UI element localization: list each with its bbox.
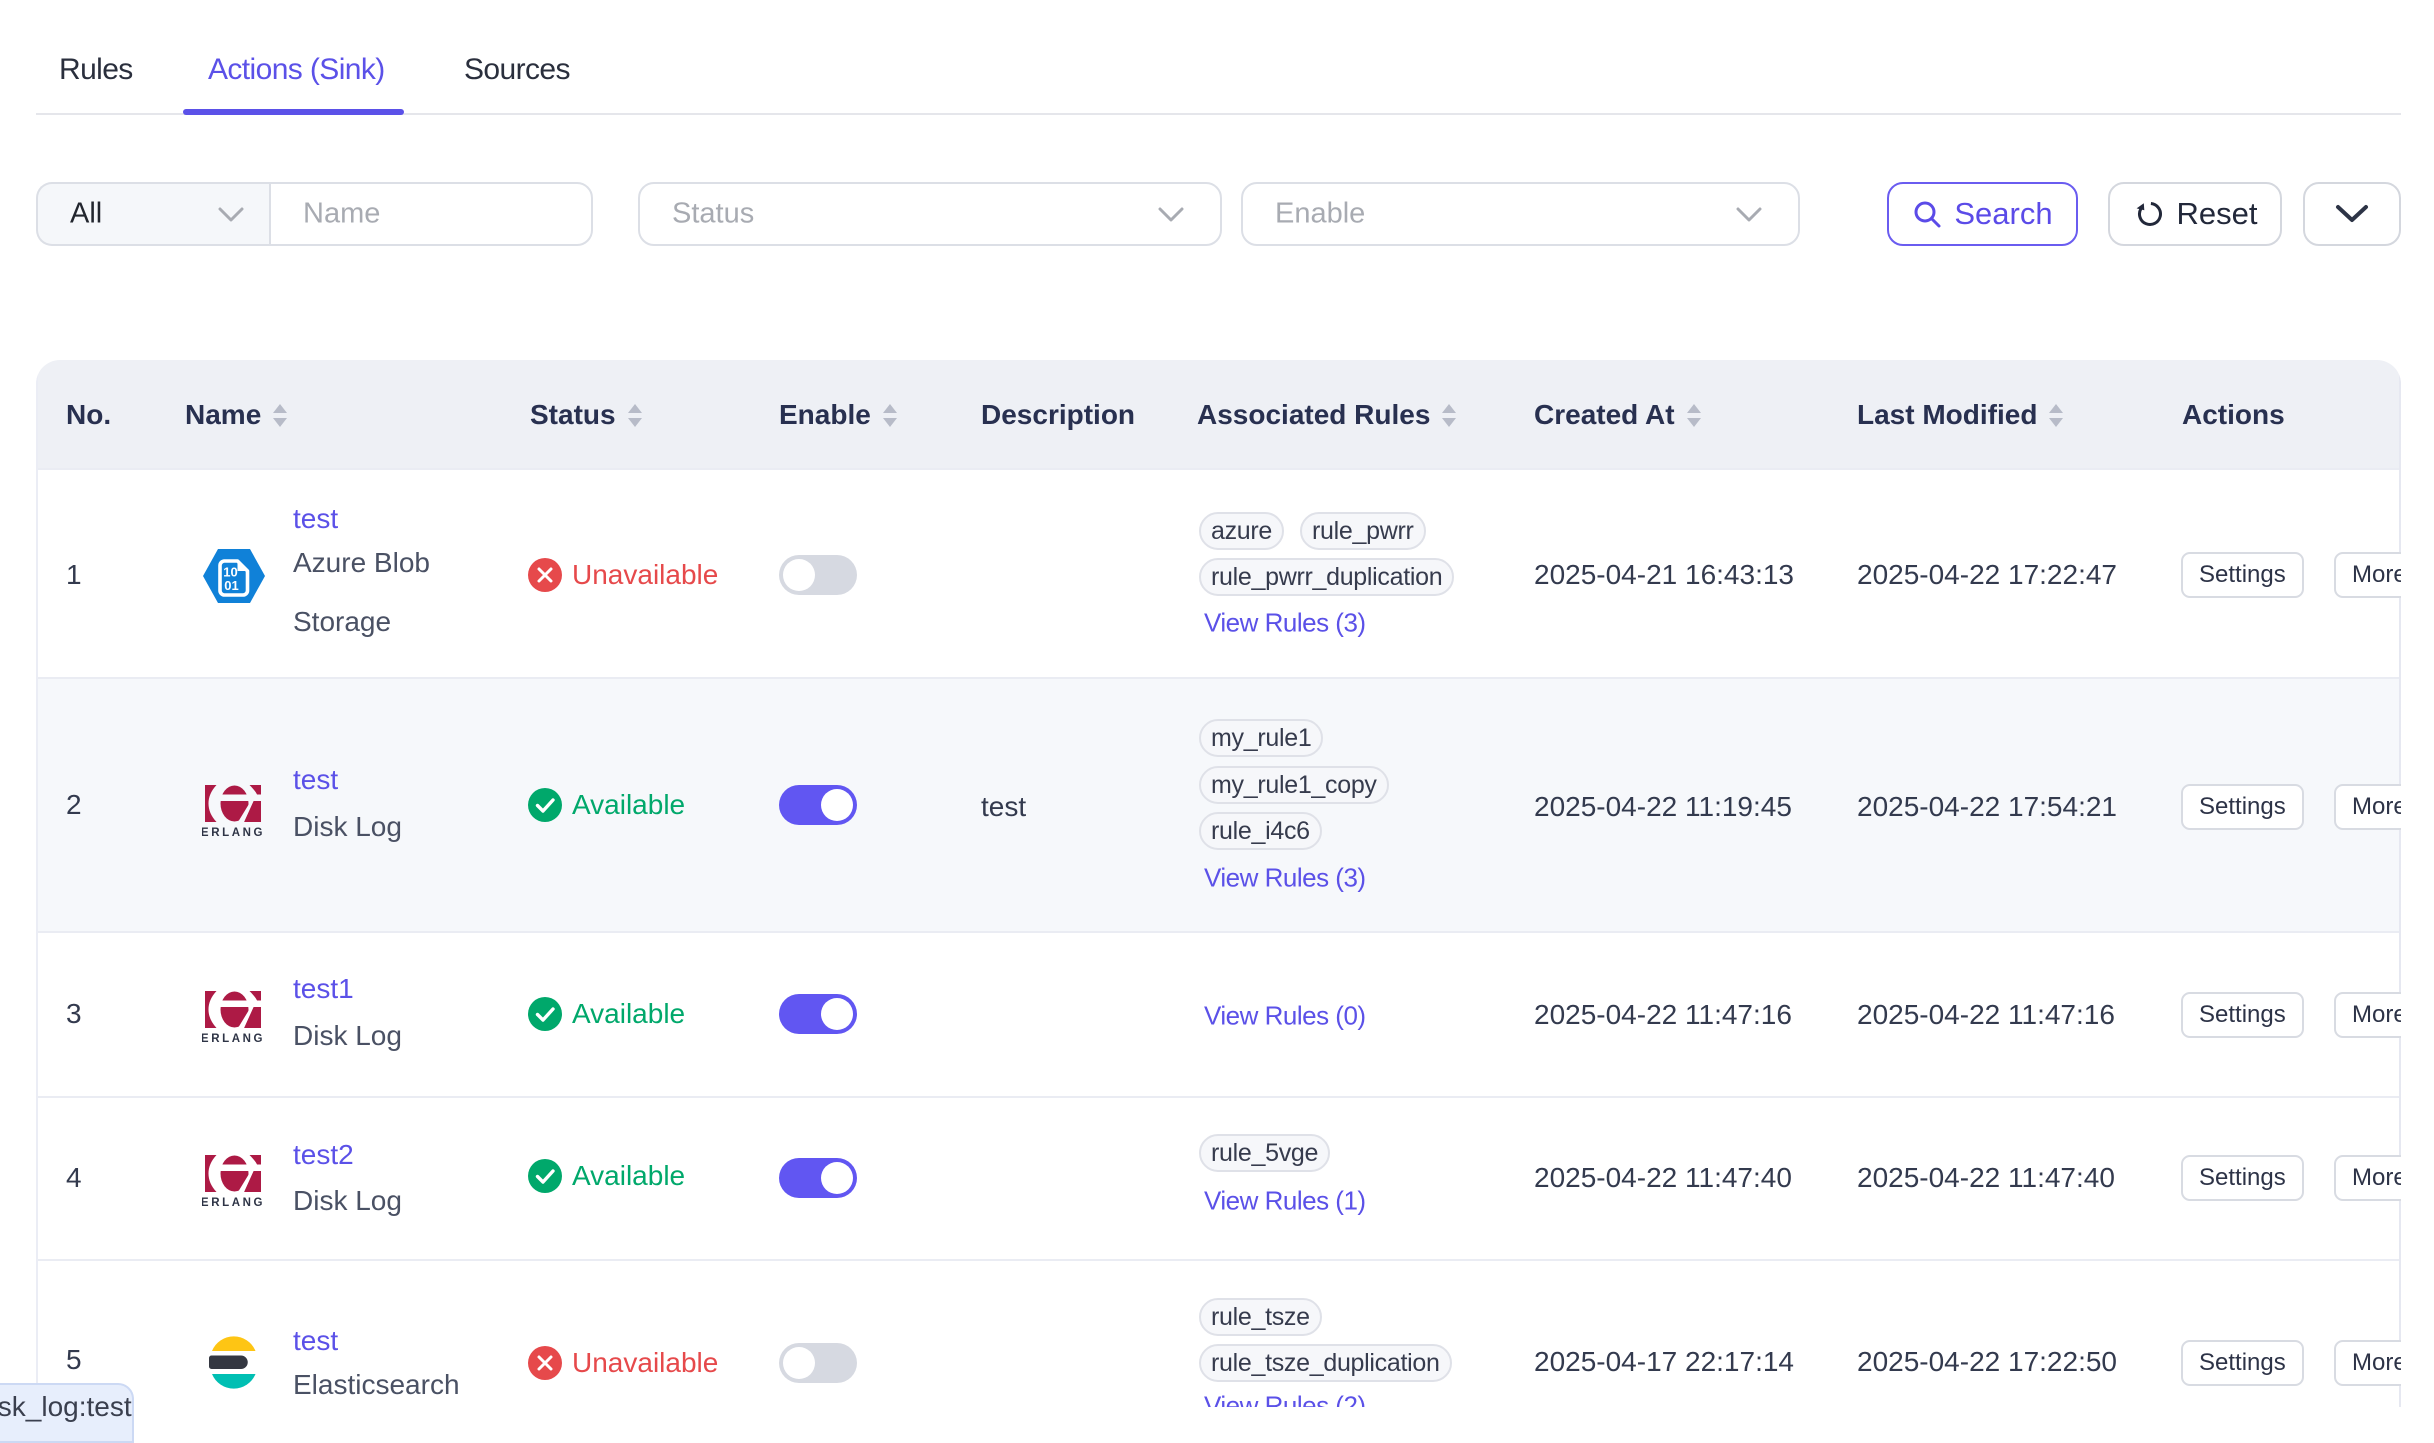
svg-text:10: 10 xyxy=(223,565,237,580)
svg-text:ERLANG: ERLANG xyxy=(202,1033,264,1045)
svg-text:01: 01 xyxy=(224,578,238,593)
svg-text:ERLANG: ERLANG xyxy=(202,1197,264,1209)
svg-text:ERLANG: ERLANG xyxy=(202,827,264,839)
